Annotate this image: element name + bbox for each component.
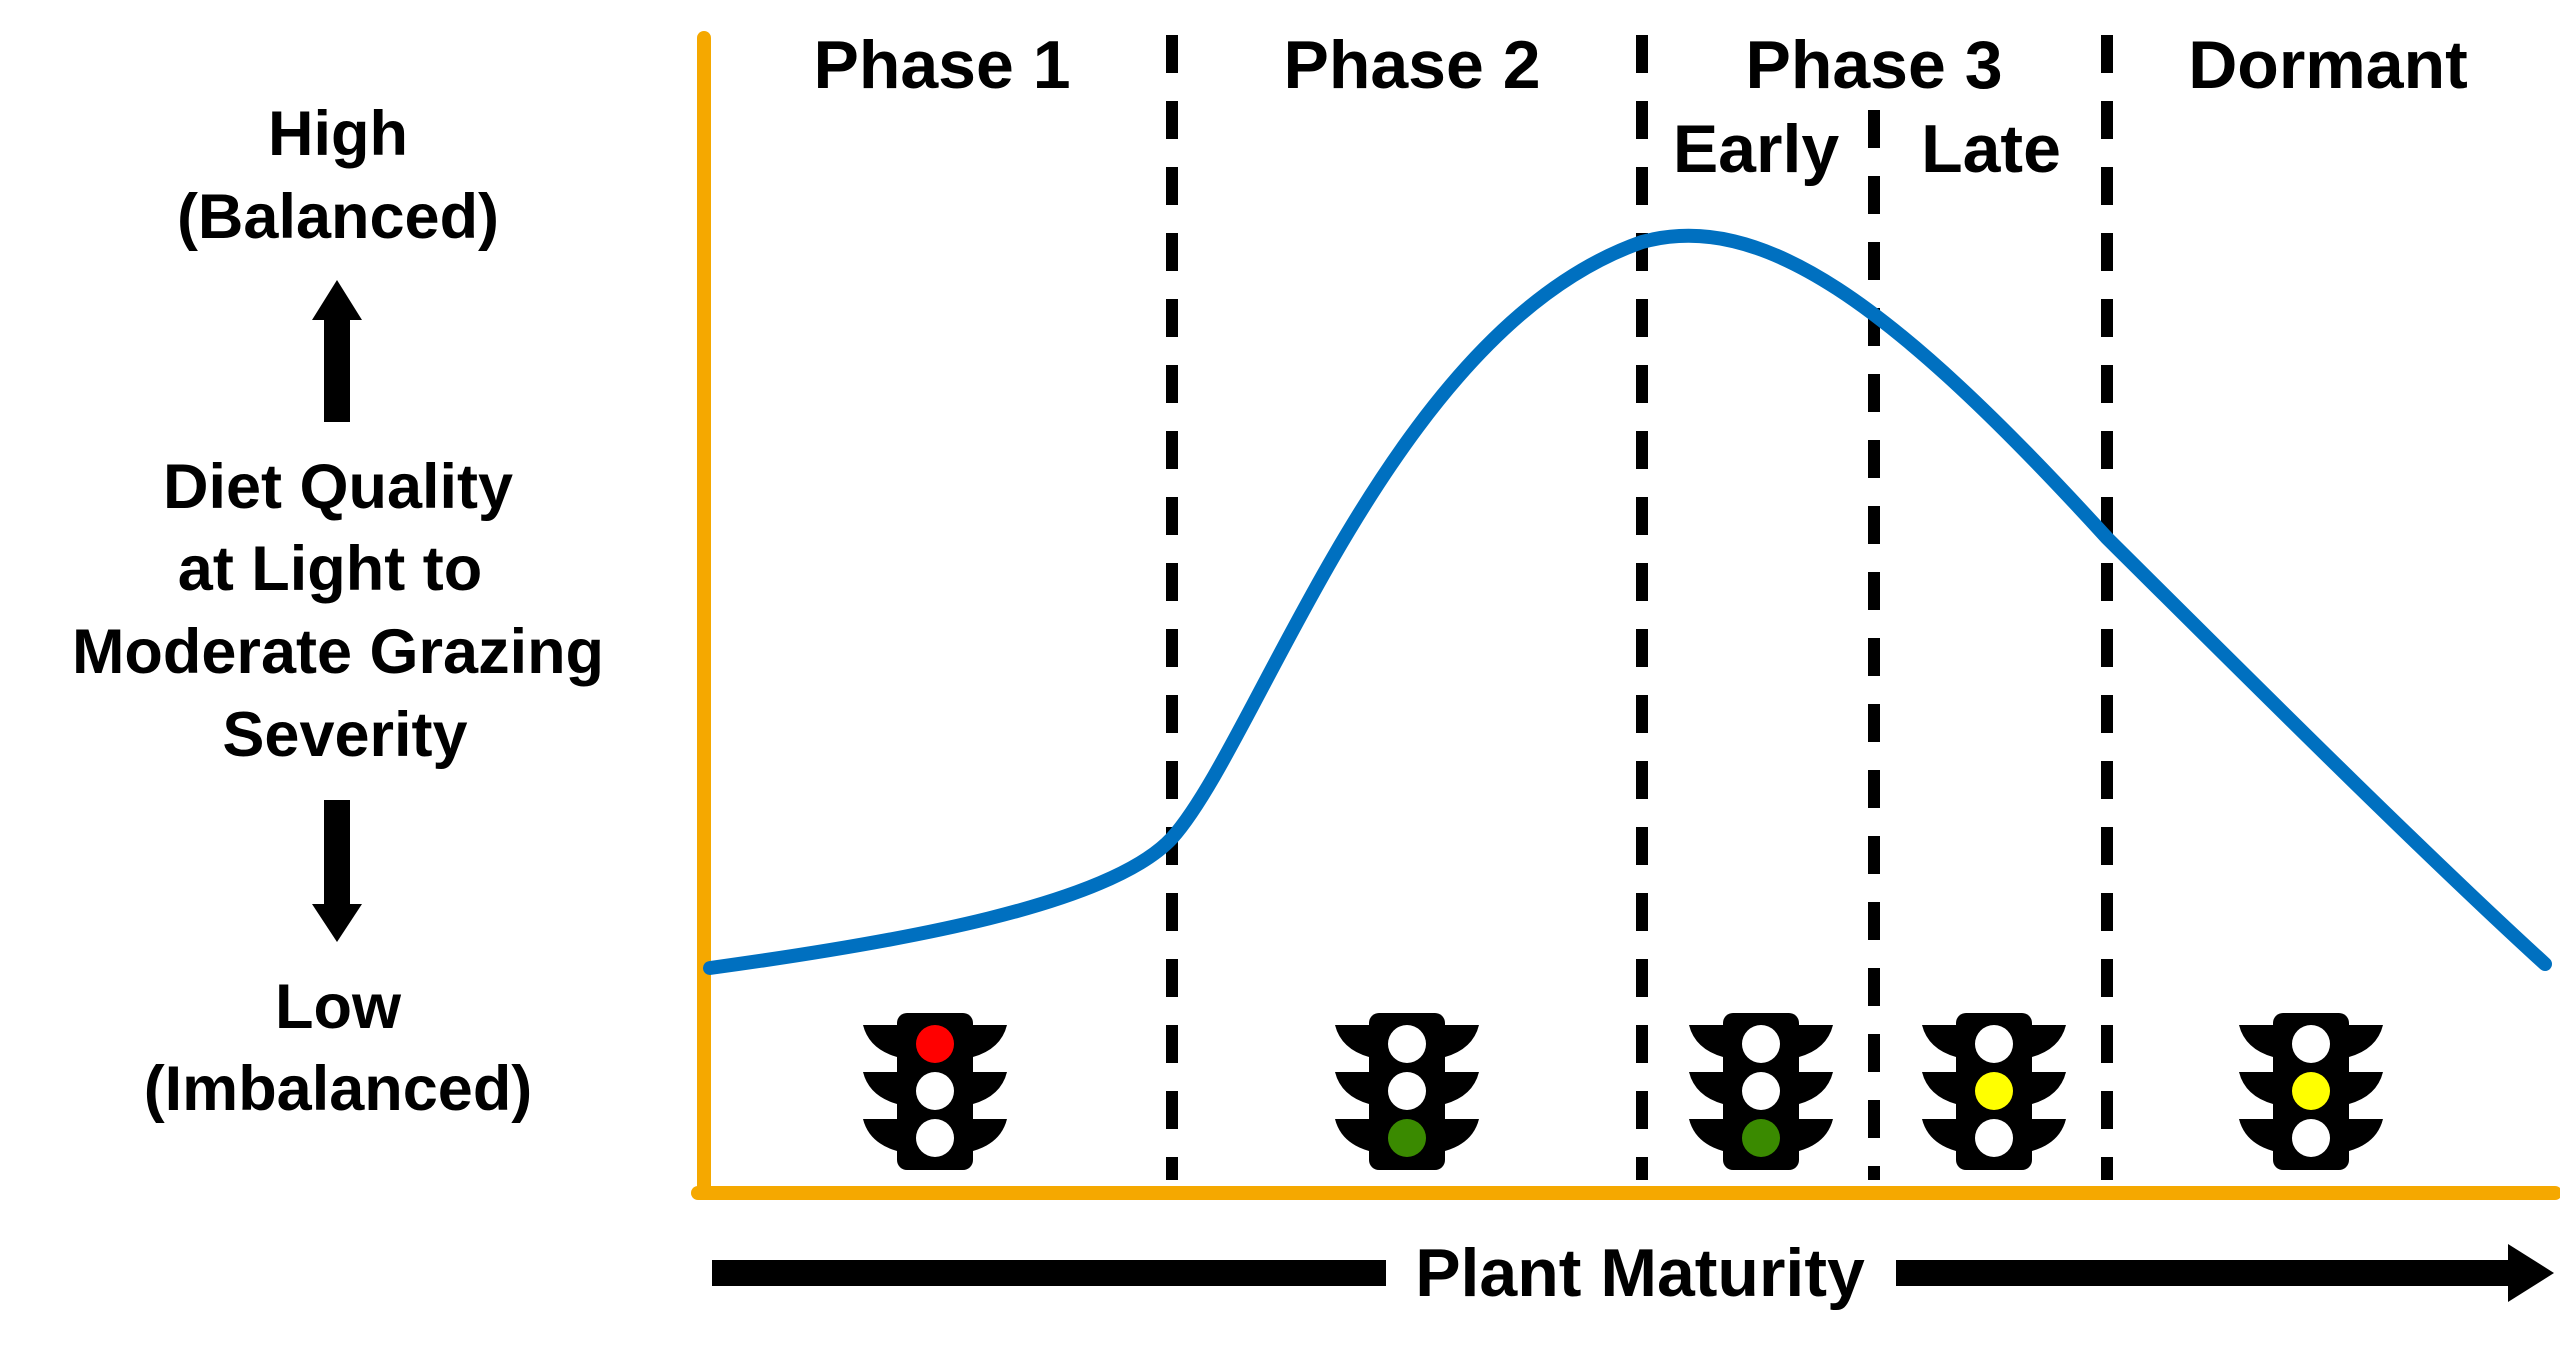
phase-2-label: Phase 2 bbox=[1283, 27, 1540, 103]
y-high-label: High bbox=[268, 99, 408, 169]
yellow-lamp bbox=[916, 1072, 954, 1110]
green-lamp bbox=[1388, 1119, 1426, 1157]
red-lamp bbox=[2292, 1025, 2330, 1063]
red-lamp bbox=[1975, 1025, 2013, 1063]
red-lamp bbox=[916, 1025, 954, 1063]
plant-maturity-arrow bbox=[712, 1244, 2554, 1302]
red-lamp bbox=[1388, 1025, 1426, 1063]
phase-1-label: Phase 1 bbox=[813, 27, 1070, 103]
green-lamp bbox=[916, 1119, 954, 1157]
phase-3-late-label: Late bbox=[1921, 111, 2061, 187]
green-lamp bbox=[1975, 1119, 2013, 1157]
traffic-light-icon bbox=[1689, 1013, 1833, 1170]
traffic-light-icon bbox=[1335, 1013, 1479, 1170]
traffic-light-icon bbox=[1922, 1013, 2066, 1170]
phase-3-label: Phase 3 bbox=[1745, 27, 2002, 103]
dormant-label: Dormant bbox=[2188, 27, 2468, 103]
traffic-lights bbox=[863, 1013, 2383, 1170]
yellow-lamp bbox=[1388, 1072, 1426, 1110]
y-low-label: Low bbox=[275, 972, 402, 1042]
y-title-line-1: Diet Quality bbox=[163, 452, 513, 522]
yellow-lamp bbox=[1975, 1072, 2013, 1110]
traffic-light-icon bbox=[863, 1013, 1007, 1170]
green-lamp bbox=[2292, 1119, 2330, 1157]
up-arrow bbox=[312, 280, 362, 422]
down-arrow bbox=[312, 800, 362, 942]
phase-3-early-label: Early bbox=[1673, 111, 1840, 187]
red-lamp bbox=[1742, 1025, 1780, 1063]
y-title-line-3: Moderate Grazing bbox=[72, 617, 604, 687]
traffic-light-icon bbox=[2239, 1013, 2383, 1170]
plant-maturity-label: Plant Maturity bbox=[1415, 1235, 1865, 1311]
y-title-line-2: at Light to bbox=[178, 534, 482, 604]
green-lamp bbox=[1742, 1119, 1780, 1157]
y-title-line-4: Severity bbox=[222, 700, 467, 770]
y-low-sublabel: (Imbalanced) bbox=[144, 1054, 533, 1124]
diet-quality-curve bbox=[703, 228, 2552, 975]
yellow-lamp bbox=[2292, 1072, 2330, 1110]
y-high-sublabel: (Balanced) bbox=[177, 182, 499, 252]
yellow-lamp bbox=[1742, 1072, 1780, 1110]
